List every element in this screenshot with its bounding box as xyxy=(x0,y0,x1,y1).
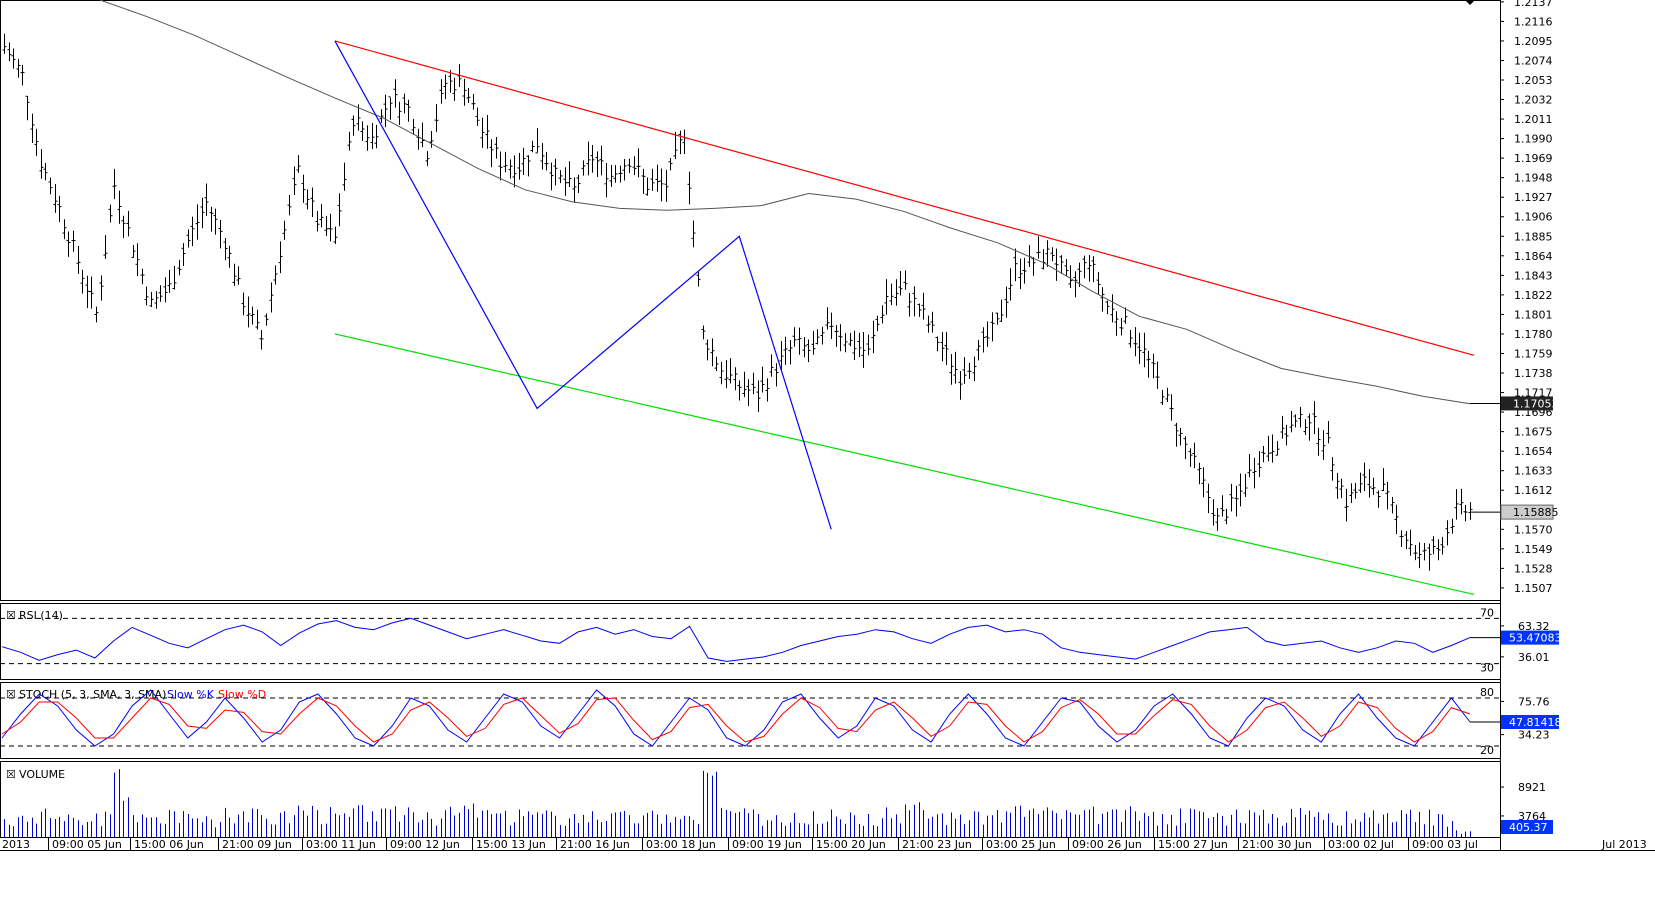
x-tick-label: 21:00 16 Jun xyxy=(560,838,630,851)
x-tick-label: 15:00 13 Jun xyxy=(476,838,546,851)
scroll-marker-icon xyxy=(1465,0,1475,5)
x-tick-label: 15:00 20 Jun xyxy=(816,838,886,851)
price-y-tick-label: 1.1759 xyxy=(1514,347,1553,360)
price-y-tick-label: 1.1801 xyxy=(1514,308,1553,321)
stoch-pane[interactable]: ☒ STOCH (5, 3, SMA, 3, SMA) Slow %K Slow… xyxy=(0,686,1562,757)
stoch-title-icon-box[interactable]: ☒ xyxy=(6,688,16,701)
resistance-trendline xyxy=(334,40,1475,356)
volume-title: VOLUME xyxy=(19,768,65,781)
x-tick-label: 03:00 02 Jul xyxy=(1328,838,1394,851)
price-y-tick-label: 1.2116 xyxy=(1514,15,1553,28)
y-tick-label: 34.23 xyxy=(1518,729,1550,742)
rsi-title: RSI (14) xyxy=(19,609,63,622)
value-label: 53.47083 xyxy=(1509,632,1562,645)
x-tick-label: 03:00 25 Jun xyxy=(986,838,1056,851)
price-y-tick-label: 1.1717 xyxy=(1514,387,1553,400)
price-bars xyxy=(2,33,1473,571)
x-tick-label: 03:00 11 Jun xyxy=(306,838,376,851)
ma-value-label: 1.17053 xyxy=(1513,397,1559,410)
x-tick-label: 2013 xyxy=(2,838,30,851)
level-label: 20 xyxy=(1480,744,1494,757)
last-price-box xyxy=(1500,504,1554,520)
volume-title-icon-box[interactable]: ☒ xyxy=(6,768,16,781)
x-tick-label: 15:00 06 Jun xyxy=(134,838,204,851)
price-y-tick-label: 1.1654 xyxy=(1514,445,1553,458)
level-label: 30 xyxy=(1480,662,1494,675)
volume-bars xyxy=(4,769,1471,837)
x-tick-label: 09:00 12 Jun xyxy=(390,838,460,851)
x-tick-label: 09:00 26 Jun xyxy=(1072,838,1142,851)
pane-frames xyxy=(0,0,1655,851)
x-tick-label: 21:00 23 Jun xyxy=(902,838,972,851)
price-y-tick-label: 1.1969 xyxy=(1514,152,1553,165)
price-y-tick-label: 1.2074 xyxy=(1514,54,1553,67)
price-y-tick-label: 1.1822 xyxy=(1514,289,1553,302)
x-axis: 2013 09:00 05 Jun 15:00 06 Jun 21:00 09 Jun… xyxy=(2,838,1647,851)
x-tick-label: 03:00 18 Jun xyxy=(646,838,716,851)
price-y-tick-label: 1.1864 xyxy=(1514,250,1553,263)
price-y-tick-label: 1.1738 xyxy=(1514,367,1553,380)
stoch-title: STOCH (5, 3, SMA, 3, SMA) xyxy=(19,688,166,701)
level-label: 80 xyxy=(1480,686,1494,699)
x-tick-label: 09:00 03 Jul xyxy=(1412,838,1478,851)
price-y-tick-label: 1.1612 xyxy=(1514,484,1553,497)
price-y-tick-label: 1.2032 xyxy=(1514,94,1553,107)
price-y-tick-label: 1.1528 xyxy=(1514,562,1553,575)
price-y-tick-label: 1.1675 xyxy=(1514,426,1553,439)
volume-value-label: 405.37 xyxy=(1509,821,1548,834)
rsi-pane[interactable]: ☒ RSI (14) 70 30 63.32 36.01 53.47083 xyxy=(0,606,1562,675)
oscillator-line xyxy=(1,689,1471,747)
oscillator-line xyxy=(1,697,1471,743)
last-price-label: 1.15885 xyxy=(1513,506,1559,519)
value-box xyxy=(1501,715,1559,729)
stoch-legend-k: Slow %K xyxy=(167,688,215,701)
y-tick-label: 75.76 xyxy=(1518,695,1550,708)
price-y-tick-label: 1.1885 xyxy=(1514,230,1553,243)
price-y-tick-label: 1.2053 xyxy=(1514,74,1553,87)
x-tick-label: 21:00 30 Jun xyxy=(1242,838,1312,851)
value-box xyxy=(1501,630,1559,645)
price-y-tick-label: 1.1843 xyxy=(1514,269,1553,282)
price-pane[interactable]: 1.2137 1.2116 1.2095 1.2074 1.2053 1.2032 1.20… xyxy=(2,0,1559,596)
price-y-tick-label: 1.1927 xyxy=(1514,191,1553,204)
pane-border xyxy=(0,603,1501,680)
price-y-tick-label: 1.1507 xyxy=(1514,582,1553,595)
x-tick-label: 15:00 27 Jun xyxy=(1158,838,1228,851)
x-tick-label: 09:00 05 Jun xyxy=(52,838,122,851)
price-y-tick-label: 1.1633 xyxy=(1514,465,1553,478)
rsi-title-icon-box[interactable]: ☒ xyxy=(6,609,16,622)
moving-average-line xyxy=(99,0,1471,405)
x-tick-label: 21:00 09 Jun xyxy=(222,838,292,851)
x-tick-label: 09:00 19 Jun xyxy=(732,838,802,851)
volume-y-tick-label: 3764 xyxy=(1518,810,1546,823)
level-label: 70 xyxy=(1480,606,1494,619)
y-tick-label: 63.32 xyxy=(1518,620,1550,633)
price-y-tick-label: 1.1780 xyxy=(1514,328,1553,341)
price-y-tick-label: 1.2095 xyxy=(1514,35,1553,48)
volume-y-tick-label: 8921 xyxy=(1518,781,1546,794)
zigzag-line xyxy=(334,40,832,530)
value-label: 47.81418 xyxy=(1509,716,1562,729)
price-y-tick-label: 1.1948 xyxy=(1514,172,1553,185)
volume-value-box xyxy=(1501,820,1553,834)
support-trendline xyxy=(334,333,1475,596)
stoch-legend-d: Slow %D xyxy=(218,688,266,701)
price-y-tick-label: 1.1906 xyxy=(1514,211,1553,224)
price-y-tick-label: 1.1990 xyxy=(1514,133,1553,146)
ma-value-box xyxy=(1501,396,1553,411)
price-y-tick-label: 1.2011 xyxy=(1514,113,1553,126)
price-y-tick-label: 1.2137 xyxy=(1514,0,1553,9)
x-tick-label: Jul 2013 xyxy=(1601,838,1647,851)
oscillator-line xyxy=(1,617,1471,662)
y-tick-label: 36.01 xyxy=(1518,651,1550,664)
price-y-tick-label: 1.1549 xyxy=(1514,543,1553,556)
price-y-tick-label: 1.1570 xyxy=(1514,523,1553,536)
